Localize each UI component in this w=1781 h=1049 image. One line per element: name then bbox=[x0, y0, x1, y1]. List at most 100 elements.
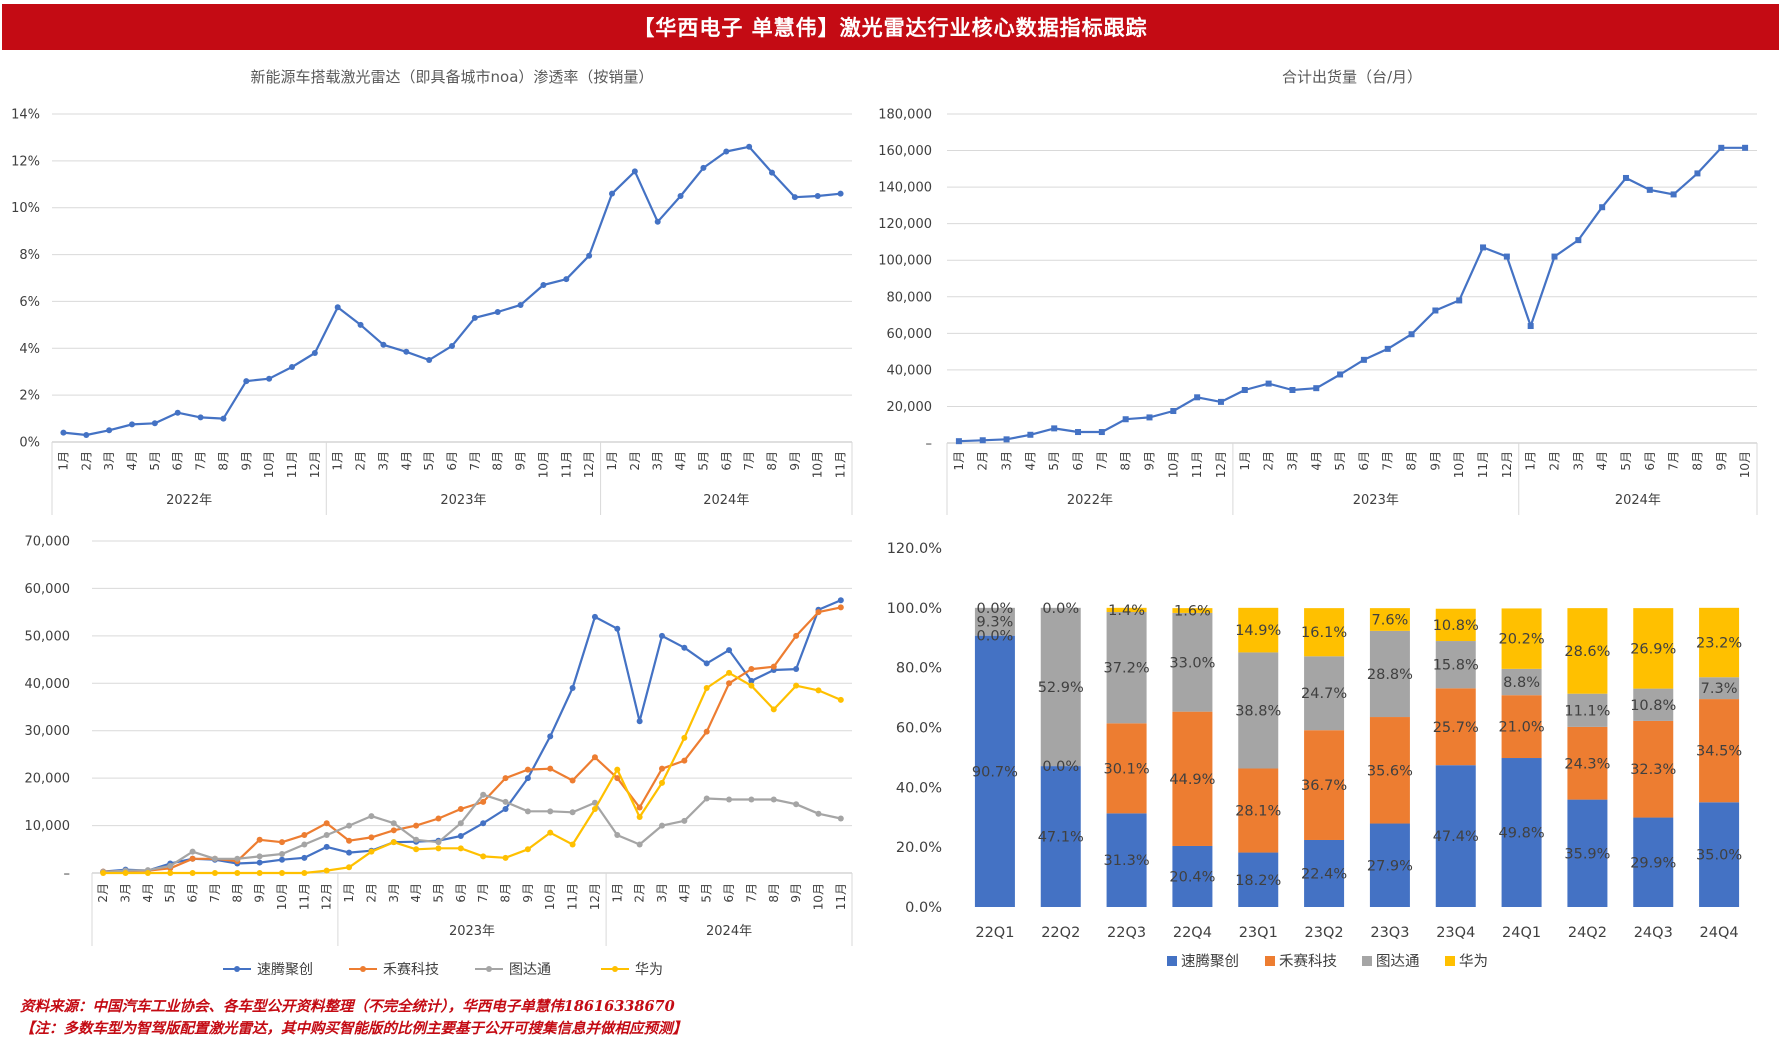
chart2-data-point bbox=[614, 766, 621, 773]
chart2-data-point bbox=[726, 647, 733, 654]
chart3-bar-segment bbox=[1369, 717, 1410, 824]
chart2-x-tick: 6月 bbox=[722, 883, 736, 903]
chart3-y-tick: 40.0% bbox=[896, 780, 942, 796]
chart3-bar-label: 8.8% bbox=[1503, 675, 1540, 691]
chart2-x-tick: 5月 bbox=[163, 883, 177, 903]
chart0-data-point bbox=[380, 341, 387, 348]
chart2-y-tick: 10,000 bbox=[25, 819, 71, 834]
chart3-legend-label: 速腾聚创 bbox=[1181, 953, 1239, 970]
chart0-y-tick: 14% bbox=[11, 108, 40, 123]
chart3-x-tick: 22Q4 bbox=[1173, 925, 1212, 941]
chart2-data-point bbox=[390, 827, 397, 834]
chart2-data-point bbox=[256, 836, 263, 843]
chart3-bar-segment bbox=[1238, 607, 1279, 653]
chart2-data-point bbox=[524, 808, 531, 815]
chart0-data-point bbox=[723, 148, 730, 155]
chart3-bar-label: 7.3% bbox=[1701, 681, 1738, 697]
chart3-bar-label: 35.6% bbox=[1367, 763, 1413, 779]
chart3-y-tick: 60.0% bbox=[896, 721, 942, 737]
chart0-y-tick: 0% bbox=[19, 436, 40, 451]
chart2-data-point bbox=[815, 810, 822, 817]
chart0-x-tick: 1月 bbox=[331, 451, 345, 471]
chart2-data-point bbox=[457, 833, 464, 840]
chart0-data-point bbox=[174, 409, 181, 416]
chart3-bar-segment bbox=[1106, 813, 1147, 907]
chart2-data-point bbox=[636, 804, 643, 811]
chart1-data-point bbox=[1075, 429, 1082, 436]
chart1-x-tick: 3月 bbox=[1571, 451, 1585, 471]
chart3-bar-segment bbox=[1633, 720, 1674, 818]
chart3-x-tick: 23Q1 bbox=[1239, 925, 1278, 941]
chart2-legend-marker bbox=[360, 966, 366, 972]
chart2-data-point bbox=[100, 870, 107, 876]
chart3-bar-segment bbox=[1172, 711, 1213, 846]
chart2-x-tick: 2月 bbox=[633, 883, 647, 903]
chart0-data-point bbox=[540, 282, 547, 289]
chart3-y-tick: 100.0% bbox=[887, 601, 942, 617]
chart2-data-point bbox=[547, 733, 554, 740]
chart3-bar-label: 21.0% bbox=[1499, 720, 1545, 736]
chart1-x-tick: 6月 bbox=[1643, 451, 1657, 471]
chart1-data-point bbox=[1027, 431, 1034, 438]
chart1-data-point bbox=[1122, 416, 1129, 423]
chart2-x-tick: 5月 bbox=[431, 883, 445, 903]
chart3-bar-segment bbox=[1304, 608, 1345, 657]
chart2-x-tick: 4月 bbox=[141, 883, 155, 903]
chart2-data-point bbox=[435, 839, 442, 846]
chart0-data-point bbox=[746, 143, 753, 150]
chart2-x-tick: 9月 bbox=[253, 883, 267, 903]
chart2-data-point bbox=[279, 839, 285, 846]
chart1-data-point bbox=[1337, 371, 1344, 378]
chart2-data-point bbox=[279, 870, 285, 876]
chart0-title: 新能源车搭载激光雷达（即具备城市noa）渗透率（按销量） bbox=[251, 68, 654, 86]
chart3-bar-segment bbox=[1304, 656, 1345, 731]
chart1-x-tick: 1月 bbox=[1238, 451, 1252, 471]
chart1-x-tick: 9月 bbox=[1143, 451, 1157, 471]
chart3-bar-label: 30.1% bbox=[1104, 761, 1150, 777]
chart2-data-point bbox=[547, 829, 554, 836]
chart0-x-tick: 12月 bbox=[582, 451, 596, 478]
chart1-y-tick: 180,000 bbox=[878, 108, 932, 123]
chart3-bar-segment bbox=[1106, 607, 1147, 613]
chart0-data-point bbox=[677, 193, 684, 199]
chart1-y-tick: 120,000 bbox=[878, 217, 932, 232]
chart0-x-tick: 8月 bbox=[491, 451, 505, 471]
chart1-data-point bbox=[1384, 345, 1391, 352]
chart1-x-tick: 1月 bbox=[952, 451, 966, 471]
chart2-x-tick: 2月 bbox=[364, 883, 378, 903]
chart1-x-tick: 4月 bbox=[1023, 451, 1037, 471]
chart2-x-tick: 1月 bbox=[342, 883, 356, 903]
chart0-x-tick: 10月 bbox=[262, 451, 276, 478]
chart2-y-tick: 30,000 bbox=[25, 724, 71, 739]
chart1-x-tick: 8月 bbox=[1119, 451, 1133, 471]
chart2-x-tick: 11月 bbox=[297, 883, 311, 910]
chart2-data-point bbox=[457, 805, 464, 812]
chart2-data-point bbox=[189, 870, 196, 876]
chart0-data-point bbox=[791, 194, 798, 201]
chart0-x-tick: 6月 bbox=[445, 451, 459, 471]
chart1-group-label: 2024年 bbox=[1615, 493, 1661, 508]
chart2-data-point bbox=[770, 796, 777, 803]
chart3-bar-segment bbox=[1699, 677, 1740, 700]
chart3-x-tick: 23Q4 bbox=[1436, 925, 1475, 941]
chart0-x-tick: 5月 bbox=[148, 451, 162, 471]
chart0-y-tick: 6% bbox=[19, 295, 40, 310]
chart0-x-tick: 8月 bbox=[216, 451, 230, 471]
chart3-bar-label: 15.8% bbox=[1433, 658, 1479, 674]
chart0-y-tick: 2% bbox=[19, 389, 40, 404]
chart1-y-tick: – bbox=[926, 437, 933, 452]
chart2-data-point bbox=[323, 867, 330, 874]
chart2-data-point bbox=[748, 682, 755, 689]
chart2-data-point bbox=[502, 798, 509, 805]
chart1-data-point bbox=[1146, 414, 1153, 421]
chart2-data-point bbox=[413, 822, 420, 829]
chart0-y-tick: 4% bbox=[19, 342, 40, 357]
chart3-bar-label: 0.0% bbox=[976, 601, 1013, 617]
chart3-bar-segment bbox=[1699, 802, 1740, 907]
chart2-data-point bbox=[524, 846, 531, 853]
chart1-x-tick: 6月 bbox=[1071, 451, 1085, 471]
chart2-data-point bbox=[659, 765, 665, 772]
chart2-y-tick: 40,000 bbox=[25, 677, 71, 692]
chart1-title: 合计出货量（台/月） bbox=[1282, 68, 1422, 86]
chart1-data-point bbox=[1575, 237, 1582, 244]
